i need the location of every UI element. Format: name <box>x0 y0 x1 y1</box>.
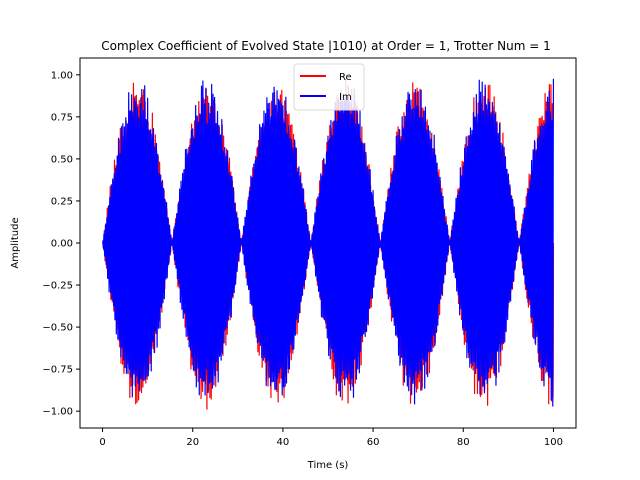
y-tick-label: −0.75 <box>42 365 73 376</box>
y-tick-label: −1.00 <box>42 407 73 418</box>
x-tick-label: 20 <box>186 437 199 448</box>
series-layer <box>101 78 555 410</box>
x-tick-label: 60 <box>367 437 380 448</box>
x-tick-label: 0 <box>99 437 105 448</box>
y-tick-label: 0.50 <box>51 154 73 165</box>
series-line-im <box>101 78 555 407</box>
y-tick-label: 0.75 <box>51 112 73 123</box>
y-tick-label: −0.25 <box>42 281 73 292</box>
y-tick-label: 0.25 <box>51 196 73 207</box>
legend: Re Im <box>293 63 365 111</box>
x-axis: 0 20 40 60 80 100 <box>99 428 563 448</box>
y-axis: −1.00 −0.75 −0.50 −0.25 0.00 0.25 0.50 0.75 1.00 <box>42 70 80 418</box>
legend-label-im: Im <box>339 92 352 103</box>
legend-box <box>293 63 365 111</box>
y-tick-label: 1.00 <box>51 70 73 81</box>
chart-title: Complex Coefficient of Evolved State |10… <box>101 39 551 53</box>
y-tick-label: −0.50 <box>42 323 73 334</box>
x-tick-label: 100 <box>544 437 563 448</box>
legend-label-re: Re <box>339 72 352 83</box>
y-tick-label: 0.00 <box>51 239 73 250</box>
x-tick-label: 80 <box>457 437 470 448</box>
x-tick-label: 40 <box>277 437 290 448</box>
x-axis-label: Time (s) <box>307 460 349 471</box>
y-axis-label: Amplitude <box>10 217 21 268</box>
